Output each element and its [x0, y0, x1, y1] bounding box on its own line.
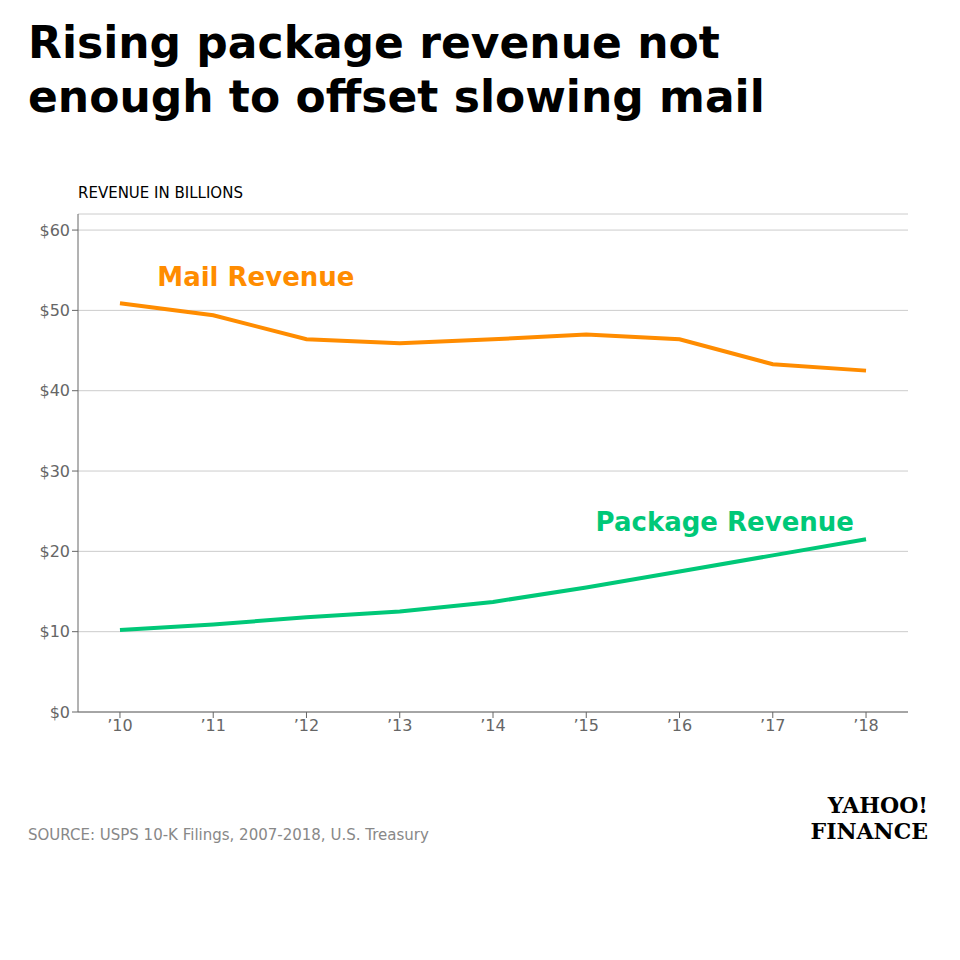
- svg-text:’10: ’10: [107, 716, 132, 735]
- html-text:FINANCE: FINANCE: [810, 818, 928, 844]
- svg-text:’11: ’11: [200, 716, 225, 735]
- svg-text:$30: $30: [39, 462, 70, 481]
- svg-text:’16: ’16: [667, 716, 692, 735]
- svg-text:$60: $60: [39, 221, 70, 240]
- svg-text:$20: $20: [39, 542, 70, 561]
- svg-text:$0: $0: [50, 703, 70, 722]
- svg-text:$10: $10: [39, 622, 70, 641]
- svg-text:$50: $50: [39, 301, 70, 320]
- html-text:Rising package revenue not: Rising package revenue not: [28, 17, 720, 68]
- svg-text:’17: ’17: [760, 716, 785, 735]
- svg-text:’18: ’18: [853, 716, 878, 735]
- svg-text:Mail Revenue: Mail Revenue: [157, 262, 354, 292]
- html-text:YAHOO!: YAHOO!: [827, 792, 928, 818]
- html-text:enough to offset slowing mail: enough to offset slowing mail: [28, 71, 765, 122]
- svg-text:Package Revenue: Package Revenue: [596, 507, 854, 537]
- svg-text:$40: $40: [39, 381, 70, 400]
- html-text:SOURCE: USPS 10-K Filings, 200: SOURCE: USPS 10-K Filings, 2007-2018, U.…: [28, 826, 429, 844]
- svg-text:’14: ’14: [480, 716, 505, 735]
- svg-text:’15: ’15: [574, 716, 599, 735]
- svg-text:’12: ’12: [294, 716, 319, 735]
- svg-text:’13: ’13: [387, 716, 412, 735]
- html-text:REVENUE IN BILLIONS: REVENUE IN BILLIONS: [78, 184, 243, 202]
